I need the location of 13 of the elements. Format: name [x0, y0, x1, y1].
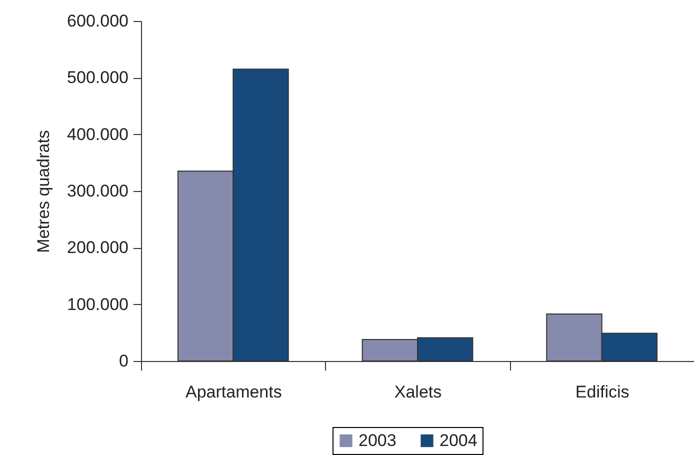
x-tick-label: Xalets: [394, 382, 442, 402]
y-tick-label: 400.000: [67, 124, 128, 144]
x-tick-label: Edificis: [575, 382, 630, 402]
y-tick-label: 600.000: [67, 12, 128, 30]
y-tick-label: 0: [119, 352, 128, 370]
x-tick-label: Apartaments: [185, 382, 282, 402]
y-tick-label: 200.000: [67, 238, 128, 258]
y-tick-label: 100.000: [67, 294, 128, 314]
legend-label: 2004: [440, 430, 478, 450]
y-tick-label: 500.000: [67, 68, 128, 88]
legend-label: 2003: [358, 430, 396, 450]
y-axis-title: Metres quadrats: [34, 130, 54, 253]
y-tick-label: 300.000: [67, 182, 128, 200]
